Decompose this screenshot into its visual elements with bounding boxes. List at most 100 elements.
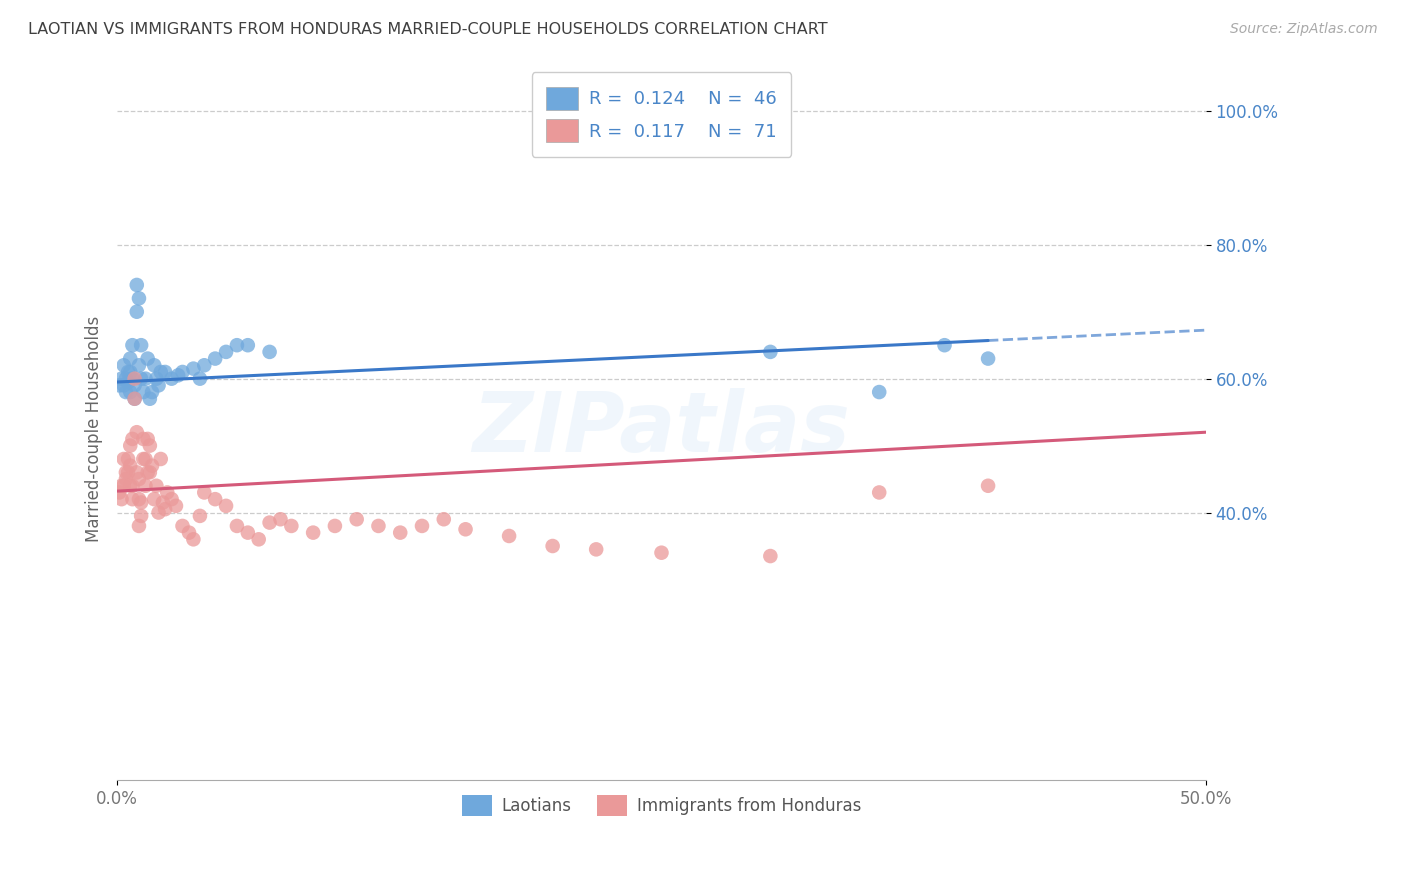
Point (125, 425, 148, 440)
Point (148, 378, 170, 392)
Y-axis label: Married-couple Households: Married-couple Households (86, 316, 103, 542)
Point (124, 392, 146, 406)
Point (236, 525, 259, 540)
Point (124, 372, 146, 386)
Point (120, 351, 142, 366)
Point (120, 385, 142, 400)
Point (433, 512, 456, 526)
Text: Source: ZipAtlas.com: Source: ZipAtlas.com (1230, 22, 1378, 37)
Point (128, 492, 150, 507)
Point (167, 368, 190, 383)
Point (759, 549, 782, 563)
Point (112, 479, 135, 493)
Point (141, 385, 163, 400)
Point (121, 479, 143, 493)
Point (129, 495, 152, 509)
Point (977, 351, 1000, 366)
Point (128, 472, 150, 486)
Point (120, 439, 142, 453)
Point (145, 479, 167, 493)
Point (129, 508, 152, 523)
Point (868, 485, 890, 500)
Point (149, 365, 172, 379)
Text: ZIPatlas: ZIPatlas (472, 388, 851, 469)
Point (367, 519, 389, 533)
Point (117, 365, 139, 379)
Point (112, 359, 135, 373)
Point (117, 452, 139, 467)
Point (226, 338, 249, 352)
Point (124, 392, 146, 406)
Point (139, 466, 162, 480)
Point (934, 338, 956, 352)
Point (183, 533, 205, 547)
Point (141, 458, 163, 473)
Point (108, 378, 131, 392)
Point (454, 522, 477, 536)
Point (868, 385, 890, 400)
Point (585, 542, 607, 557)
Point (346, 512, 368, 526)
Point (117, 466, 139, 480)
Point (160, 492, 183, 507)
Point (112, 378, 135, 392)
Point (117, 375, 139, 389)
Point (129, 372, 152, 386)
Point (165, 499, 187, 513)
Point (110, 479, 132, 493)
Point (128, 291, 150, 305)
Point (125, 304, 148, 318)
Point (110, 492, 132, 507)
Point (177, 525, 200, 540)
Point (132, 432, 155, 446)
Text: LAOTIAN VS IMMIGRANTS FROM HONDURAS MARRIED-COUPLE HOUSEHOLDS CORRELATION CHART: LAOTIAN VS IMMIGRANTS FROM HONDURAS MARR… (28, 22, 828, 37)
Point (108, 485, 131, 500)
Point (280, 519, 302, 533)
Point (121, 372, 143, 386)
Point (183, 361, 205, 376)
Point (759, 344, 782, 359)
Point (215, 499, 238, 513)
Point (121, 338, 143, 352)
Point (172, 519, 194, 533)
Point (226, 519, 249, 533)
Point (977, 479, 1000, 493)
Point (145, 372, 167, 386)
Point (136, 351, 159, 366)
Point (128, 519, 150, 533)
Point (134, 479, 156, 493)
Legend: Laotians, Immigrants from Honduras: Laotians, Immigrants from Honduras (454, 787, 869, 825)
Point (236, 338, 259, 352)
Point (204, 492, 226, 507)
Point (323, 519, 346, 533)
Point (302, 525, 325, 540)
Point (134, 452, 156, 467)
Point (115, 372, 138, 386)
Point (143, 359, 166, 373)
Point (188, 372, 211, 386)
Point (120, 479, 142, 493)
Point (188, 508, 211, 523)
Point (247, 533, 270, 547)
Point (152, 495, 174, 509)
Point (1368, 412, 1391, 426)
Point (498, 529, 520, 543)
Point (411, 519, 433, 533)
Point (160, 372, 183, 386)
Point (134, 372, 156, 386)
Point (650, 546, 672, 560)
Point (215, 344, 238, 359)
Point (139, 392, 162, 406)
Point (389, 525, 412, 540)
Point (148, 506, 170, 520)
Point (115, 385, 138, 400)
Point (124, 378, 146, 392)
Point (193, 485, 215, 500)
Point (259, 516, 281, 530)
Point (193, 359, 215, 373)
Point (136, 432, 159, 446)
Point (129, 338, 152, 352)
Point (121, 492, 143, 507)
Point (120, 458, 142, 473)
Point (149, 452, 172, 467)
